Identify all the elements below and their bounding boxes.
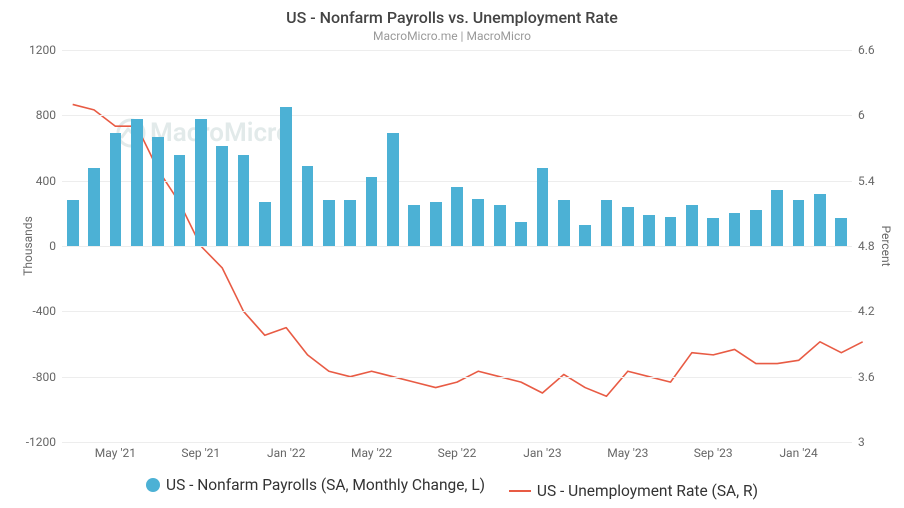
y-right-tick: 5.4: [852, 174, 875, 188]
bar: [558, 200, 570, 246]
legend-item-payrolls: US - Nonfarm Payrolls (SA, Monthly Chang…: [146, 476, 485, 494]
bar: [451, 187, 463, 246]
x-tick: May '21: [95, 442, 136, 460]
x-tick: Jan '24: [779, 442, 817, 460]
bar: [601, 200, 613, 246]
bar: [174, 155, 186, 246]
bar: [195, 119, 207, 246]
gridline: [62, 311, 852, 312]
x-tick: May '22: [351, 442, 392, 460]
bar: [430, 202, 442, 246]
bar: [707, 218, 719, 246]
y-right-tick: 6.6: [852, 43, 875, 57]
bar: [515, 222, 527, 247]
bar: [408, 205, 420, 246]
bar: [344, 200, 356, 246]
y-left-tick: -800: [32, 370, 62, 384]
y-left-tick: -400: [32, 304, 62, 318]
y-right-tick: 4.2: [852, 304, 875, 318]
x-tick: Jan '23: [523, 442, 561, 460]
y-right-tick: 3: [852, 435, 865, 449]
bar: [238, 155, 250, 246]
y-left-tick: 0: [49, 239, 62, 253]
x-tick: Jan '22: [267, 442, 305, 460]
bar: [835, 218, 847, 246]
y-right-tick: 3.6: [852, 370, 875, 384]
legend-label-unemployment: US - Unemployment Rate (SA, R): [537, 482, 758, 500]
legend-label-payrolls: US - Nonfarm Payrolls (SA, Monthly Chang…: [166, 476, 485, 494]
bar: [771, 190, 783, 246]
y-left-tick: -1200: [26, 435, 62, 449]
gridline: [62, 50, 852, 51]
bar: [793, 200, 805, 246]
bar: [131, 119, 143, 246]
y-left-tick: 800: [36, 108, 62, 122]
bar: [302, 166, 314, 246]
legend-swatch-circle: [146, 478, 160, 492]
bar: [729, 213, 741, 246]
bar: [67, 200, 79, 246]
x-tick: Sep '21: [181, 442, 220, 460]
y-left-tick: 400: [36, 174, 62, 188]
legend-item-unemployment: US - Unemployment Rate (SA, R): [509, 482, 758, 500]
gridline: [62, 115, 852, 116]
bar: [110, 133, 122, 246]
chart-container: US - Nonfarm Payrolls vs. Unemployment R…: [0, 0, 904, 508]
bar: [472, 199, 484, 246]
y-right-tick: 6: [852, 108, 865, 122]
bar: [280, 107, 292, 246]
gridline: [62, 377, 852, 378]
bar: [665, 217, 677, 246]
y-left-tick: 1200: [29, 43, 62, 57]
bar: [643, 215, 655, 246]
chart-title: US - Nonfarm Payrolls vs. Unemployment R…: [0, 0, 904, 27]
bar: [88, 168, 100, 246]
plot-area: MacroMicro Thousands Percent -1200-800-4…: [62, 50, 852, 442]
bar: [387, 133, 399, 246]
y-right-axis-label: Percent: [879, 225, 893, 266]
y-right-tick: 4.8: [852, 239, 875, 253]
bar: [494, 205, 506, 246]
bar: [750, 210, 762, 246]
y-left-axis-label: Thousands: [21, 216, 35, 276]
bar: [366, 177, 378, 246]
gridline: [62, 246, 852, 247]
bar: [622, 207, 634, 246]
bar: [686, 205, 698, 246]
bar: [579, 225, 591, 246]
bar: [537, 168, 549, 246]
legend-swatch-line: [509, 490, 531, 492]
bar: [323, 200, 335, 246]
bar: [259, 202, 271, 246]
bar: [814, 194, 826, 246]
x-tick: Sep '23: [694, 442, 733, 460]
bar: [152, 137, 164, 246]
unemployment-line: [73, 104, 863, 396]
chart-subtitle: MacroMicro.me | MacroMicro: [0, 27, 904, 43]
legend: US - Nonfarm Payrolls (SA, Monthly Chang…: [0, 476, 904, 500]
bar: [216, 146, 228, 246]
x-tick: May '23: [607, 442, 648, 460]
x-tick: Sep '22: [438, 442, 477, 460]
